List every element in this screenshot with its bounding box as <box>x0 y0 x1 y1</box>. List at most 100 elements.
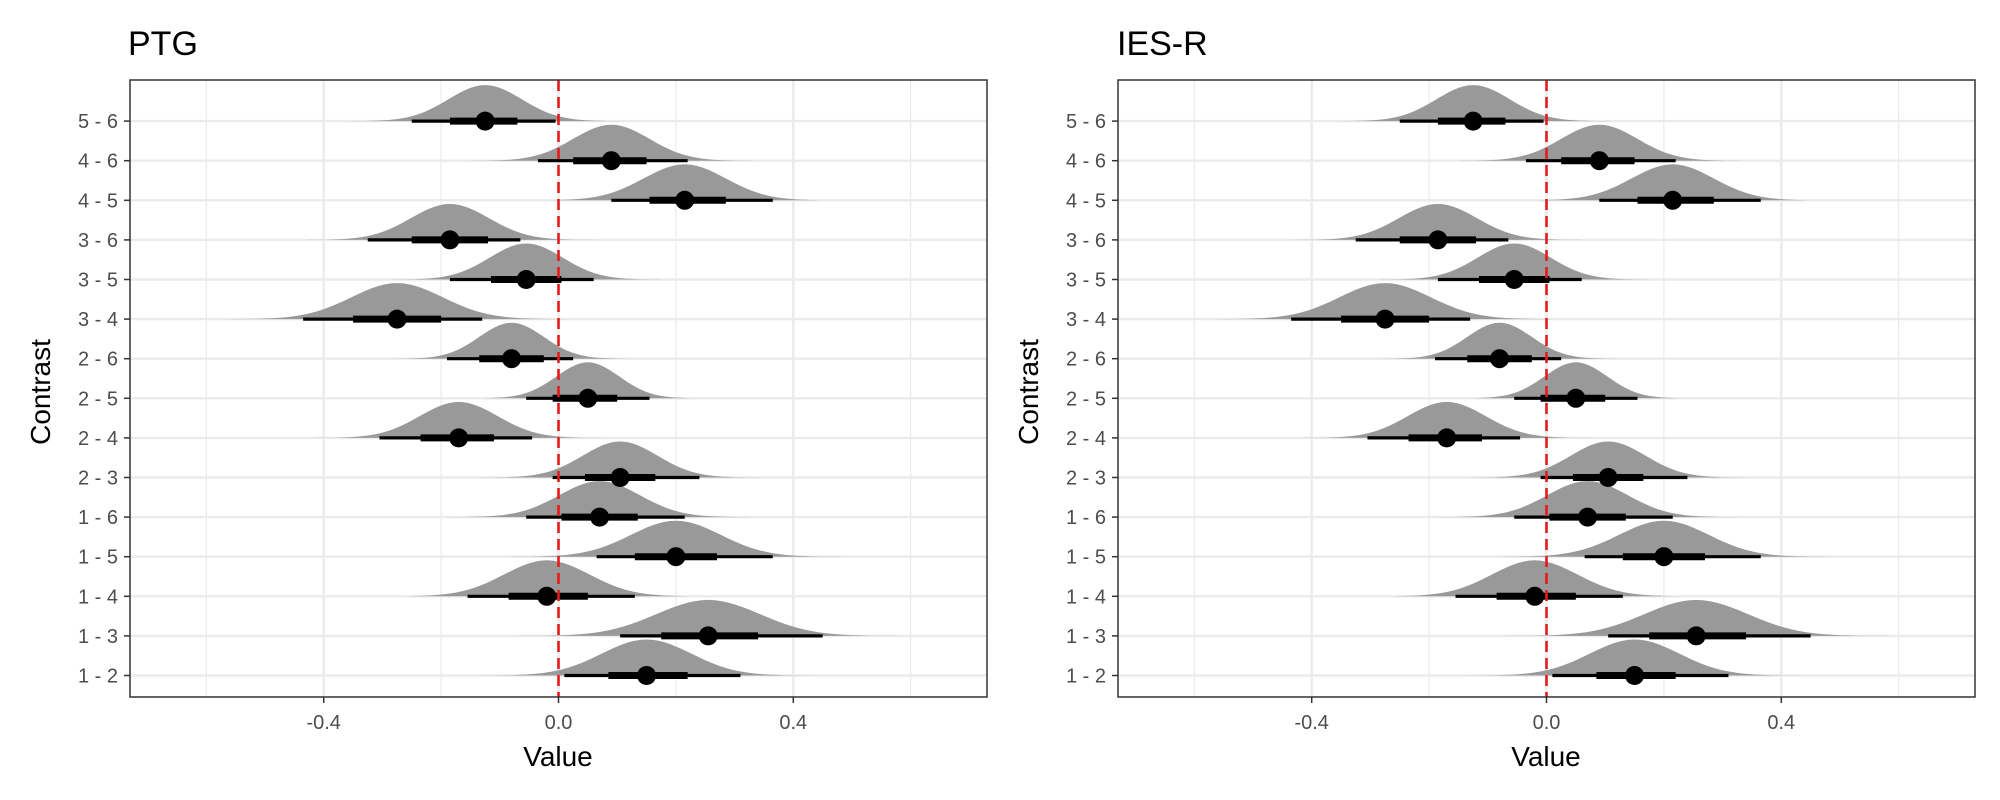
density-1-5 <box>496 520 856 557</box>
y-tick-label: 1 - 3 <box>78 626 118 648</box>
y-tick-label: 4 - 5 <box>1066 190 1106 212</box>
density-4-6 <box>1446 124 1753 161</box>
chart-panel-ptg: PTG Value Contrast 1 - 21 - 31 - 41 - 51… <box>25 25 988 772</box>
density-1-4 <box>376 560 718 597</box>
median-point-3-6 <box>440 230 460 250</box>
y-tick-label: 1 - 4 <box>78 586 118 608</box>
x-tick-label: -0.4 <box>306 712 340 734</box>
y-tick-label: 3 - 5 <box>1066 270 1106 292</box>
density-2-5 <box>1450 362 1702 399</box>
median-point-2-3 <box>1598 468 1618 487</box>
median-point-4-6 <box>601 151 621 171</box>
density-1-3 <box>501 599 915 636</box>
median-point-1-3 <box>1686 626 1706 646</box>
density-1-2 <box>1454 639 1815 676</box>
median-point-1-5 <box>1654 547 1674 567</box>
median-point-1-2 <box>637 666 657 685</box>
median-point-1-3 <box>698 626 718 646</box>
y-tick-label: 1 - 4 <box>1066 586 1106 608</box>
y-tick-label: 1 - 5 <box>78 547 118 569</box>
density-1-5 <box>1484 520 1844 557</box>
median-point-1-4 <box>537 586 557 606</box>
y-tick-label: 1 - 2 <box>78 666 118 688</box>
median-point-4-5 <box>675 190 695 210</box>
y-tick-label: 1 - 5 <box>1066 547 1106 569</box>
density-3-4 <box>214 283 580 320</box>
median-point-2-4 <box>1437 428 1457 448</box>
y-tick-label: 3 - 5 <box>78 270 118 292</box>
y-tick-label: 2 - 3 <box>1066 468 1106 490</box>
density-3-6 <box>1282 203 1594 240</box>
median-point-2-6 <box>1490 349 1510 369</box>
y-tick-label: 2 - 3 <box>78 468 118 490</box>
y-tick-label: 3 - 4 <box>78 309 118 331</box>
y-tick-label: 5 - 6 <box>78 111 118 133</box>
median-point-2-5 <box>578 388 598 408</box>
density-2-3 <box>1458 441 1758 478</box>
y-tick-label: 2 - 6 <box>78 349 118 371</box>
density-2-4 <box>1291 401 1603 438</box>
median-point-1-4 <box>1525 586 1545 606</box>
x-tick-label: 0.0 <box>1533 712 1561 734</box>
x-axis-title: Value <box>523 741 593 772</box>
y-tick-label: 2 - 4 <box>78 428 118 450</box>
density-2-3 <box>470 441 770 478</box>
median-point-1-6 <box>1578 507 1598 527</box>
plot-area: 1 - 2 1 - 3 1 - 4 1 - 5 1 - 6 2 - 3 2 - 4 2 - 5… <box>1066 79 1976 734</box>
density-1-6 <box>1425 481 1750 518</box>
y-tick-label: 1 - 6 <box>78 507 118 529</box>
y-tick-label: 2 - 6 <box>1066 349 1106 371</box>
x-tick-label: 0.0 <box>545 712 573 734</box>
median-point-1-2 <box>1625 666 1645 685</box>
y-tick-label: 3 - 4 <box>1066 309 1106 331</box>
y-tick-label: 3 - 6 <box>1066 230 1106 252</box>
density-2-6 <box>382 322 641 359</box>
x-tick-label: -0.4 <box>1294 712 1328 734</box>
density-4-5 <box>520 164 850 201</box>
y-tick-label: 4 - 6 <box>1066 151 1106 173</box>
y-tick-label: 4 - 6 <box>78 151 118 173</box>
y-tick-label: 3 - 6 <box>78 230 118 252</box>
median-point-4-5 <box>1663 190 1683 210</box>
median-point-1-6 <box>590 507 610 527</box>
median-point-3-4 <box>387 309 407 329</box>
density-1-3 <box>1489 599 1903 636</box>
median-point-2-3 <box>610 468 630 487</box>
density-2-4 <box>303 401 615 438</box>
density-2-5 <box>462 362 714 399</box>
y-tick-label: 4 - 5 <box>78 190 118 212</box>
median-point-2-4 <box>449 428 469 448</box>
median-point-4-6 <box>1589 151 1609 171</box>
panel-title: IES-R <box>1117 25 1208 63</box>
density-1-2 <box>466 639 827 676</box>
density-3-6 <box>294 203 606 240</box>
chart-panel-ies-r: IES-R Value Contrast 1 - 21 - 31 - 41 - … <box>1013 25 1976 772</box>
plot-area: 1 - 2 1 - 3 1 - 4 1 - 5 1 - 6 2 - 3 2 - 4 2 - 5… <box>78 79 988 734</box>
density-2-6 <box>1370 322 1629 359</box>
median-point-3-5 <box>1504 270 1524 289</box>
panel-title: PTG <box>128 25 198 63</box>
y-tick-label: 1 - 2 <box>1066 666 1106 688</box>
y-tick-label: 2 - 5 <box>78 388 118 410</box>
y-axis-title: Contrast <box>25 339 56 445</box>
x-tick-label: 0.4 <box>779 712 807 734</box>
median-point-3-6 <box>1428 230 1448 250</box>
density-4-5 <box>1508 164 1838 201</box>
median-point-3-4 <box>1375 309 1395 329</box>
median-point-3-5 <box>516 270 536 289</box>
y-tick-label: 2 - 4 <box>1066 428 1106 450</box>
median-point-5-6 <box>475 111 495 131</box>
y-tick-label: 1 - 6 <box>1066 507 1106 529</box>
density-3-5 <box>1367 243 1661 280</box>
y-tick-label: 1 - 3 <box>1066 626 1106 648</box>
y-tick-label: 5 - 6 <box>1066 111 1106 133</box>
median-point-1-5 <box>666 547 686 567</box>
density-5-6 <box>1326 85 1620 122</box>
density-3-4 <box>1202 283 1568 320</box>
density-3-5 <box>379 243 673 280</box>
density-4-6 <box>458 124 765 161</box>
density-5-6 <box>338 85 632 122</box>
x-tick-label: 0.4 <box>1767 712 1795 734</box>
median-point-2-5 <box>1566 388 1586 408</box>
